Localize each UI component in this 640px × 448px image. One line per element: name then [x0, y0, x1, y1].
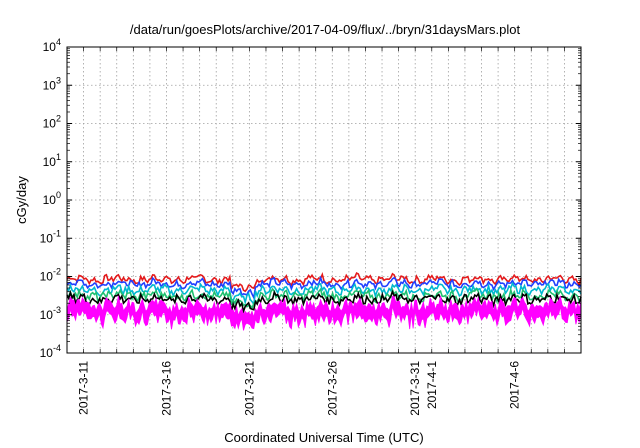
y-tick-label: 102 [43, 114, 61, 131]
x-tick-label: 2017-3-11 [77, 361, 91, 415]
y-tick-label: 101 [43, 152, 61, 169]
y-tick-label: 10-4 [40, 343, 61, 360]
series-line [66, 281, 582, 307]
data-series [66, 271, 582, 331]
y-tick-label: 100 [43, 190, 61, 207]
x-axis-label: Coordinated Universal Time (UTC) [224, 430, 423, 445]
x-tick-label: 2017-3-21 [242, 361, 256, 416]
y-axis: 10-4 10-3 10-2 10-1 100 101 102 103 104 [40, 37, 581, 360]
x-tick-label: 2017-3-16 [159, 361, 173, 416]
y-tick-label: 10-3 [40, 305, 61, 322]
series-line [66, 289, 582, 315]
chart-title: /data/run/goesPlots/archive/2017-04-09/f… [130, 22, 521, 37]
y-tick-label: 10-1 [40, 228, 61, 245]
y-tick-label: 10-2 [40, 267, 61, 284]
series-line [66, 275, 582, 301]
gridlines [67, 47, 581, 353]
x-tick-label: 2017-3-26 [325, 361, 339, 416]
y-axis-label: cGy/day [14, 176, 29, 224]
x-axis: 2017-3-11 2017-3-16 2017-3-21 2017-3-26 2017… [77, 47, 565, 416]
y-tick-label: 104 [43, 37, 61, 54]
x-tick-label: 2017-4-6 [508, 361, 522, 409]
series-line [66, 287, 582, 310]
y-tick-label: 103 [43, 75, 61, 92]
x-tick-label: 2017-4-1 [425, 361, 439, 409]
x-tick-label: 2017-3-31 [408, 361, 422, 416]
